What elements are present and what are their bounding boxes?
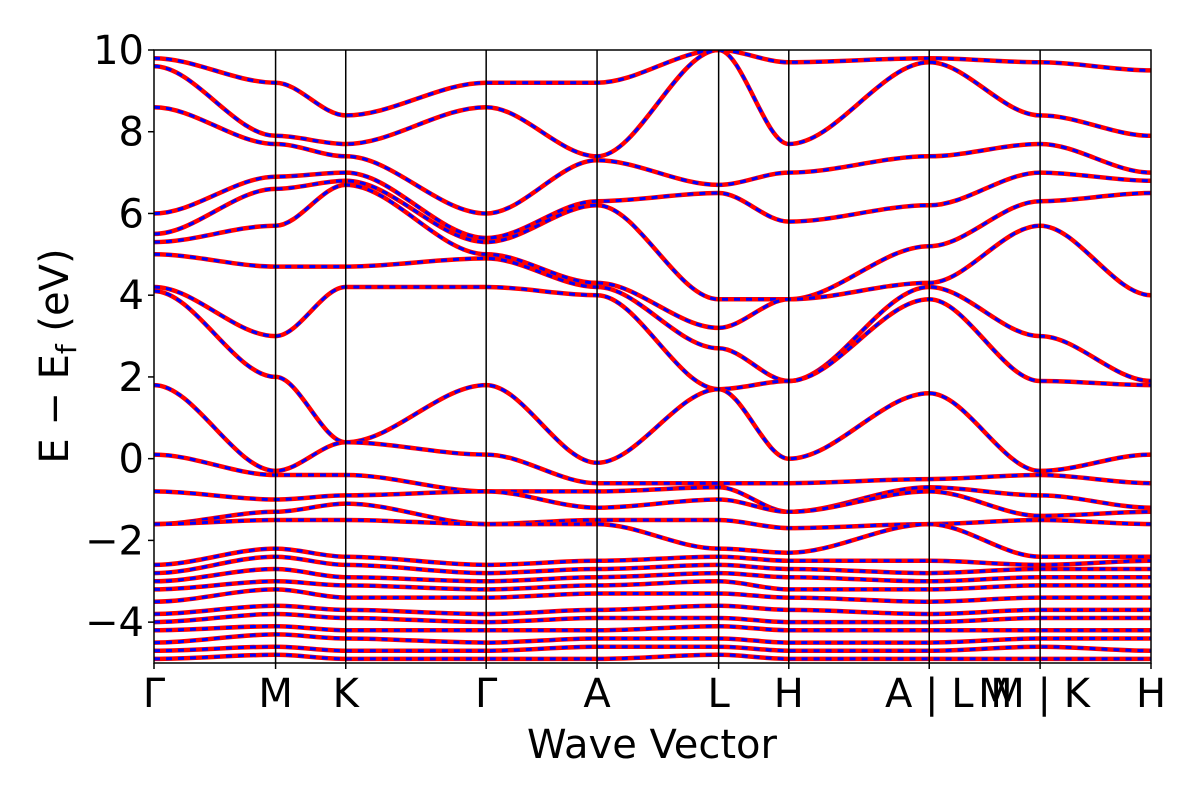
x-tick-label: M (258, 671, 293, 717)
band-4-dashed (154, 171, 1151, 240)
band-17-dashed (154, 567, 1151, 583)
y-tick-label: 2 (119, 355, 144, 401)
y-tick-label: 4 (119, 273, 144, 319)
band-2-dashed (154, 50, 1151, 158)
x-tick-label: A (583, 671, 611, 717)
y-axis-label-subscript: f (50, 343, 83, 354)
band-21-dashed (154, 612, 1151, 624)
y-axis-label-main: E − E (32, 354, 78, 464)
x-tick-label: Γ (143, 671, 166, 717)
x-tick-label: H (1136, 671, 1166, 717)
y-axis: −4 −2 0 2 4 6 8 10 (85, 28, 154, 646)
y-axis-label: E − Ef (eV) (32, 248, 83, 463)
x-tick-label: M (978, 671, 1013, 717)
x-tick-label: H (774, 671, 804, 717)
band-15-dashed (154, 547, 1151, 567)
x-tick-label: A | L (885, 671, 974, 717)
band-12-dashed (154, 489, 1151, 518)
band-10-dashed (154, 383, 1151, 485)
band-8-dashed (154, 285, 1151, 391)
bands-layer (154, 50, 1151, 662)
band-7-dashed (154, 252, 1151, 383)
band-19-solid (154, 587, 1151, 604)
plot-frame (153, 49, 1152, 664)
x-tick-label: M | K (990, 671, 1091, 717)
band-19-dashed (154, 587, 1151, 604)
band-9-dashed (154, 289, 1151, 473)
band-1-dashed (154, 50, 1151, 117)
band-18-dashed (154, 579, 1151, 591)
band-16-dashed (154, 555, 1151, 575)
band-15-solid (154, 546, 1151, 568)
high-symmetry-lines (274, 50, 1041, 663)
y-tick-label: 0 (119, 437, 144, 483)
band-13-dashed (154, 502, 1151, 530)
band-14-dashed (154, 518, 1151, 559)
band-6-solid (154, 182, 1151, 331)
band-5-dashed (154, 179, 1151, 301)
x-tick-label: K (333, 671, 361, 717)
band-6-dashed (154, 183, 1151, 330)
band-11-dashed (154, 453, 1151, 514)
y-tick-label: −2 (85, 518, 144, 564)
band-23-dashed (154, 632, 1151, 645)
band-20-dashed (154, 604, 1151, 616)
x-tick-label: L (707, 671, 730, 717)
band-22-dashed (154, 624, 1151, 632)
y-tick-label: 6 (119, 191, 144, 237)
y-tick-label: 8 (119, 110, 144, 156)
band-25-dashed (154, 653, 1151, 661)
band-2-solid (154, 50, 1151, 159)
x-tick-label: Γ (475, 671, 498, 717)
x-axis-label: Wave Vector (527, 722, 778, 768)
y-tick-label: −4 (85, 600, 144, 646)
band-3-dashed (154, 105, 1151, 216)
y-tick-label: 10 (93, 28, 144, 74)
band-24-dashed (154, 645, 1151, 653)
y-axis-label-unit: (eV) (32, 248, 78, 344)
